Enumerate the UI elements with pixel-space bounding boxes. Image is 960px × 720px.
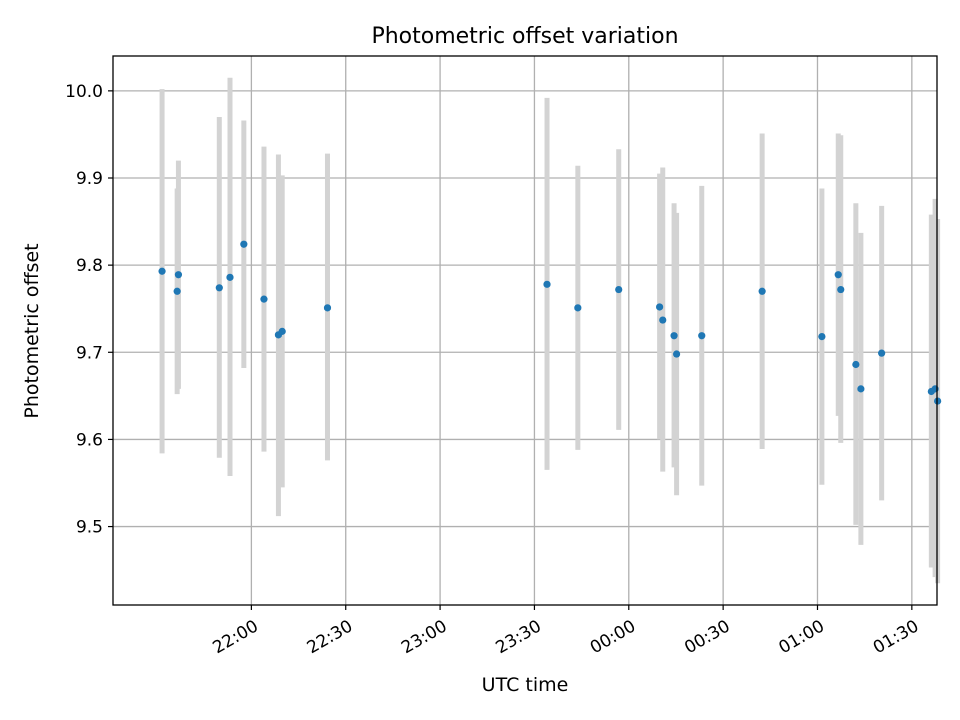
y-axis-label: Photometric offset (21, 243, 43, 418)
data-point (837, 285, 845, 294)
data-point (672, 350, 681, 358)
y-tick-label: 10.0 (65, 82, 103, 102)
data-point (574, 304, 582, 312)
grid (113, 56, 937, 605)
data-points (158, 240, 942, 405)
data-point (543, 280, 551, 288)
data-point (260, 295, 268, 303)
data-point (818, 333, 826, 341)
y-tick-label: 9.6 (76, 430, 103, 450)
data-point (758, 287, 766, 295)
data-point (323, 304, 332, 312)
y-tick-label: 9.9 (76, 169, 103, 189)
x-axis-label: UTC time (482, 674, 569, 696)
y-tick-label: 9.5 (76, 518, 103, 538)
data-point (698, 332, 706, 340)
data-point (834, 271, 842, 279)
y-tick-label: 9.7 (76, 343, 103, 363)
data-point (857, 385, 865, 393)
data-point (615, 285, 623, 294)
data-point (226, 273, 234, 281)
chart-title: Photometric offset variation (371, 24, 678, 49)
data-point (878, 349, 886, 357)
data-point (158, 267, 166, 275)
data-point (670, 332, 678, 340)
data-point (656, 303, 664, 311)
plot-frame (112, 55, 938, 606)
data-point (174, 271, 183, 279)
data-point (173, 287, 181, 295)
data-point (215, 284, 223, 292)
data-point (240, 240, 248, 248)
y-tick-label: 9.8 (76, 256, 103, 276)
data-point (659, 316, 667, 324)
data-point (852, 360, 860, 369)
data-point (278, 327, 286, 335)
